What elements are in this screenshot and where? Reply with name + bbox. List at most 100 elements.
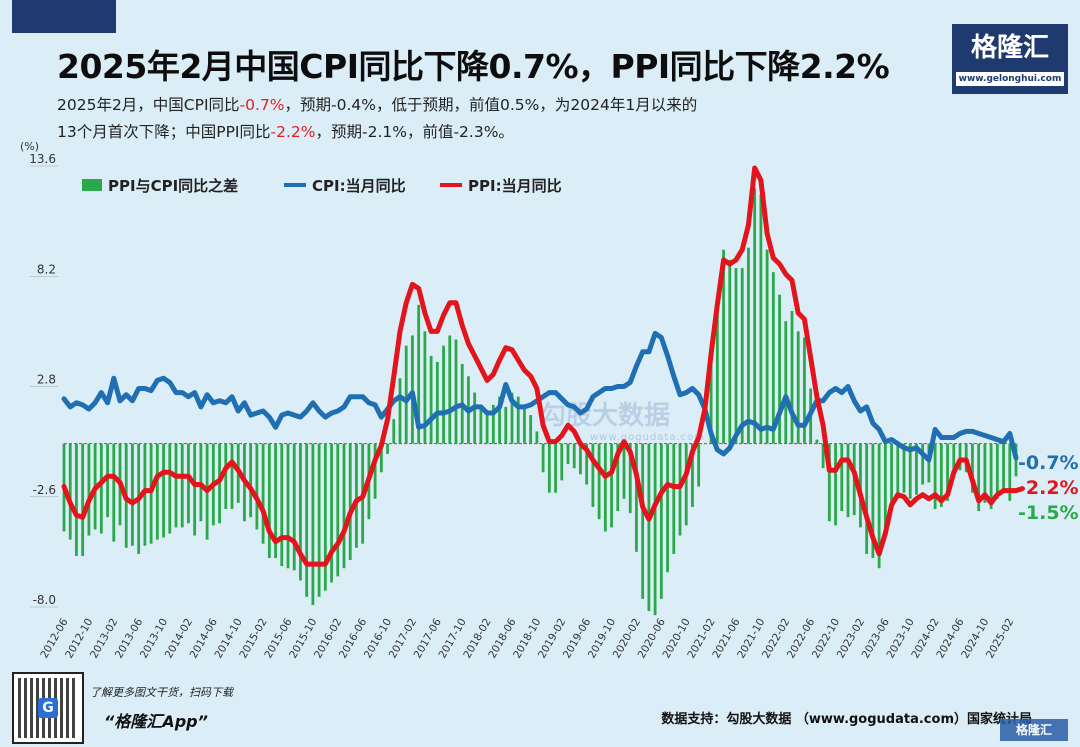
diff-bar-14: [149, 443, 153, 544]
diff-bar-102: [697, 443, 701, 487]
diff-bar-76: [535, 431, 539, 444]
diff-bar-126: [846, 443, 850, 518]
diff-bar-149: [989, 443, 993, 509]
subtitle-l2-a: 13个月首次下降；中国PPI同比: [57, 123, 271, 141]
promo-text: 了解更多图文干货，扫码下载: [90, 686, 233, 699]
data-source: 数据支持：勾股大数据 （www.gogudata.com）国家统计局: [661, 712, 1032, 727]
diff-bar-122: [821, 443, 825, 469]
diff-bar-138: [921, 443, 925, 485]
diff-bar-121: [815, 439, 819, 444]
diff-bar-115: [778, 294, 781, 444]
qr-code[interactable]: G: [12, 672, 84, 744]
diff-bar-27: [230, 443, 234, 509]
diff-bar-55: [404, 345, 408, 444]
diff-bar-51: [379, 443, 383, 473]
diff-bar-111: [753, 188, 757, 444]
diff-bar-4: [87, 443, 91, 536]
diff-bar-72: [510, 392, 514, 444]
y-tick-label-3: -2.6: [33, 483, 56, 497]
diff-bar-77: [541, 443, 545, 473]
diff-bar-132: [883, 443, 887, 536]
diff-bar-30: [249, 443, 253, 518]
corner-watermark: 格隆汇: [1000, 719, 1068, 741]
diff-bar-92: [635, 443, 638, 552]
diff-bar-33: [267, 443, 271, 558]
diff-bar-71: [504, 406, 508, 444]
diff-bar-43: [330, 443, 333, 583]
diff-bar-136: [908, 443, 912, 499]
diff-bar-50: [373, 443, 377, 499]
diff-bar-146: [971, 443, 974, 493]
diff-bar-109: [740, 268, 744, 444]
diff-bar-56: [411, 335, 414, 444]
diff-bar-7: [106, 443, 109, 518]
diff-bar-70: [498, 396, 501, 444]
diff-bar-97: [666, 443, 669, 573]
diff-bar-82: [572, 443, 576, 469]
diff-bar-88: [610, 443, 613, 528]
diff-bar-66: [473, 392, 477, 444]
diff-bar-16: [162, 443, 165, 538]
diff-bar-1: [68, 443, 72, 540]
diff-bar-52: [386, 443, 389, 454]
end-label-cpi: -0.7%: [1018, 452, 1079, 474]
diff-bar-129: [865, 443, 869, 554]
logo-url: www.gelonghui.com: [956, 72, 1064, 86]
diff-bar-112: [759, 194, 763, 444]
diff-bar-100: [684, 443, 688, 526]
diff-bar-80: [560, 443, 564, 481]
diff-bar-148: [983, 443, 987, 503]
diff-bar-63: [454, 339, 458, 444]
diff-bar-73: [516, 396, 520, 444]
diff-bar-139: [927, 443, 931, 483]
diff-bar-59: [429, 355, 433, 444]
diff-bar-83: [579, 443, 582, 475]
diff-bar-79: [554, 443, 557, 493]
center-watermark-url: www.gogudata.com: [590, 432, 706, 443]
diff-bar-119: [803, 337, 806, 444]
diff-bar-75: [529, 415, 533, 444]
diff-bar-140: [933, 443, 937, 509]
diff-bar-81: [566, 443, 570, 465]
diff-bar-104: [709, 364, 713, 444]
diff-bar-108: [734, 268, 738, 444]
corner-accent: [12, 0, 116, 33]
y-tick-label-0: 13.6: [29, 152, 56, 166]
diff-bar-34: [274, 443, 277, 558]
diff-bar-67: [479, 404, 483, 444]
diff-bar-54: [398, 378, 402, 444]
page-title: 2025年2月中国CPI同比下降0.7%，PPI同比下降2.2%: [57, 47, 890, 86]
diff-bar-91: [628, 443, 632, 514]
diff-bar-123: [827, 443, 831, 522]
diff-bar-78: [547, 443, 551, 493]
diff-bar-35: [280, 443, 284, 567]
diff-bar-68: [485, 411, 489, 444]
diff-bar-31: [255, 443, 259, 530]
diff-bar-11: [131, 443, 134, 546]
diff-bar-133: [890, 443, 893, 509]
diff-bar-114: [771, 272, 775, 444]
diff-bar-57: [417, 304, 421, 444]
diff-bar-94: [647, 443, 651, 612]
diff-bar-90: [622, 443, 626, 499]
diff-bar-93: [641, 443, 645, 599]
diff-bar-147: [977, 443, 981, 512]
diff-bar-17: [168, 443, 172, 534]
diff-bar-105: [715, 298, 719, 444]
diff-bar-84: [585, 443, 589, 485]
diff-bar-15: [155, 443, 159, 540]
diff-bar-96: [659, 443, 663, 599]
diff-bar-41: [317, 443, 321, 597]
diff-bar-113: [765, 249, 769, 444]
brand-logo[interactable]: 格隆汇 www.gelonghui.com: [952, 24, 1068, 94]
diff-bar-142: [946, 443, 949, 501]
diff-bar-130: [871, 443, 875, 558]
diff-bar-8: [112, 443, 116, 542]
diff-bar-47: [355, 443, 358, 548]
diff-bar-131: [877, 443, 881, 569]
app-icon: G: [38, 698, 58, 718]
diff-bar-38: [299, 443, 302, 581]
diff-bar-124: [834, 443, 837, 526]
diff-bar-118: [796, 331, 800, 444]
app-name: “格隆汇App”: [104, 712, 208, 731]
